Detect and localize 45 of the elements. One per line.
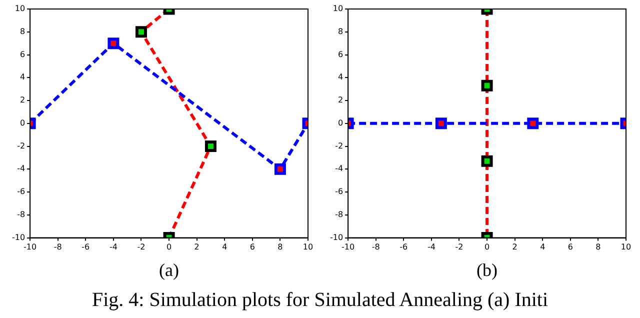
y-tick-label: 0 bbox=[338, 118, 344, 128]
x-tick-label: -6 bbox=[82, 242, 90, 252]
y-tick-label: -6 bbox=[335, 187, 344, 196]
y-tick-label: -6 bbox=[17, 187, 26, 196]
y-tick-label: 2 bbox=[338, 96, 344, 105]
x-tick-label: 2 bbox=[512, 242, 518, 252]
x-tick-label: 10 bbox=[620, 242, 632, 252]
x-tick-label: 0 bbox=[166, 242, 172, 252]
x-axis-title: (b) bbox=[476, 260, 498, 280]
y-tick-label: -8 bbox=[17, 210, 26, 219]
y-tick-label: -4 bbox=[335, 164, 344, 174]
y-tick-label: 10 bbox=[332, 4, 344, 14]
x-tick-label: -4 bbox=[109, 242, 118, 252]
y-tick-label: -8 bbox=[335, 210, 344, 219]
x-tick-label: -2 bbox=[137, 242, 146, 252]
x-tick-label: 0 bbox=[484, 242, 490, 252]
y-tick-label: -4 bbox=[17, 164, 26, 174]
y-tick-label: 4 bbox=[20, 72, 26, 82]
x-tick-label: 8 bbox=[596, 242, 601, 252]
x-tick-label: 8 bbox=[278, 242, 283, 252]
y-tick-label: 10 bbox=[14, 4, 26, 14]
y-tick-label: 8 bbox=[20, 26, 26, 36]
y-tick-label: -10 bbox=[330, 232, 344, 242]
y-tick-label: -10 bbox=[12, 232, 26, 242]
x-tick-label: 6 bbox=[250, 242, 255, 252]
x-tick-label: 4 bbox=[540, 242, 546, 252]
y-tick-label: 8 bbox=[338, 26, 344, 36]
y-tick-label: 2 bbox=[20, 96, 26, 105]
y-tick-label: 6 bbox=[20, 50, 26, 59]
x-tick-label: 4 bbox=[222, 242, 228, 252]
x-tick-label: -4 bbox=[427, 242, 436, 252]
y-tick-label: 0 bbox=[20, 118, 26, 128]
y-tick-label: -2 bbox=[335, 141, 344, 150]
x-tick-label: 2 bbox=[194, 242, 200, 252]
x-tick-label: 6 bbox=[568, 242, 573, 252]
x-tick-label: -6 bbox=[400, 242, 408, 252]
x-tick-label: -8 bbox=[372, 242, 380, 252]
y-tick-label: 4 bbox=[338, 72, 344, 82]
x-tick-label: 10 bbox=[302, 242, 314, 252]
x-tick-label: -8 bbox=[54, 242, 62, 252]
y-tick-label: 6 bbox=[338, 50, 344, 59]
x-axis-title: (a) bbox=[159, 260, 180, 280]
x-tick-label: -2 bbox=[455, 242, 464, 252]
caption: Fig. 4: Simulation plots for Simulated Annealing (a) Initi bbox=[90, 289, 550, 312]
y-tick-label: -2 bbox=[17, 141, 26, 150]
